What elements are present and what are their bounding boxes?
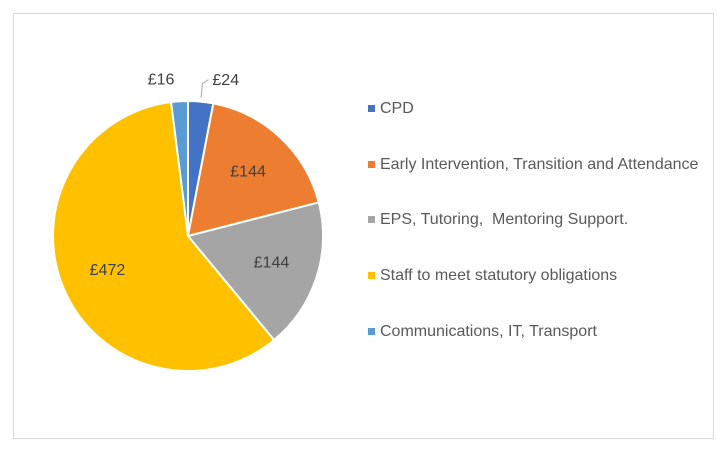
legend-swatch [368, 216, 375, 224]
chart-area [13, 13, 714, 439]
legend-item: Communications, IT, Transport [368, 322, 714, 341]
pie-slice [169, 99, 189, 237]
legend-label: EPS, Tutoring, Mentoring Support. [380, 211, 629, 229]
leader-line [200, 79, 209, 98]
data-label: £144 [254, 254, 290, 271]
legend-label: Staff to meet statutory obligations [380, 267, 618, 285]
data-label: £472 [90, 262, 126, 279]
pie-slice [186, 102, 320, 238]
legend-swatch [368, 104, 375, 112]
legend-label: Early Intervention, Transition and Atten… [380, 155, 699, 173]
data-label: £24 [212, 72, 239, 89]
legend-item: CPD [368, 99, 714, 118]
legend-item: Early Intervention, Transition and Atten… [368, 155, 714, 174]
data-label: £16 [148, 72, 175, 89]
legend-swatch [368, 160, 375, 168]
legend-label: CPD [380, 99, 414, 117]
legend-swatch [368, 328, 375, 336]
legend-label: Communications, IT, Transport [380, 323, 597, 341]
legend: CPD Early Intervention, Transition and At… [368, 62, 714, 378]
legend-item: EPS, Tutoring, Mentoring Support. [368, 210, 714, 229]
pie-slice [186, 201, 324, 342]
legend-swatch [368, 272, 375, 280]
data-label: £144 [230, 163, 266, 180]
legend-item: Staff to meet statutory obligations [368, 266, 714, 285]
pie-slice [52, 100, 276, 372]
